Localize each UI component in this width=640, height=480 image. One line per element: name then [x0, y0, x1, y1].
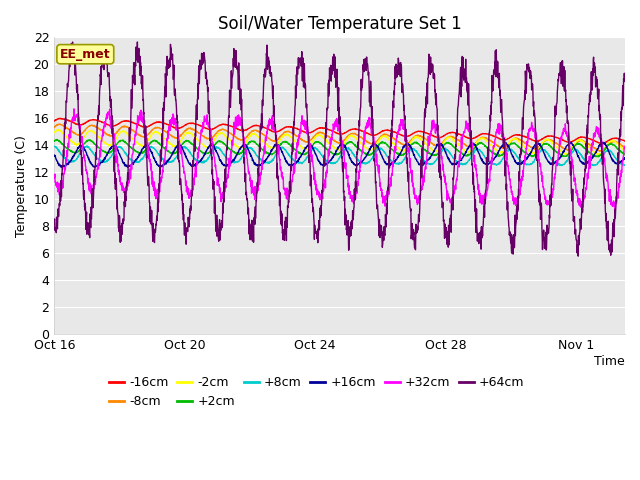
+32cm	[621, 143, 629, 149]
Legend: -16cm, -8cm, -2cm, +2cm, +8cm, +16cm, +32cm, +64cm: -16cm, -8cm, -2cm, +2cm, +8cm, +16cm, +3…	[109, 376, 524, 408]
-16cm	[56, 116, 64, 121]
-8cm	[605, 141, 613, 147]
-2cm	[605, 139, 612, 145]
-16cm	[51, 118, 58, 124]
+16cm	[51, 152, 58, 158]
+2cm	[605, 142, 613, 147]
+64cm	[500, 144, 508, 150]
+16cm	[91, 164, 99, 170]
-2cm	[621, 148, 629, 154]
Line: -2cm: -2cm	[54, 130, 625, 155]
-8cm	[328, 136, 336, 142]
+8cm	[84, 143, 92, 149]
-8cm	[621, 145, 629, 151]
+64cm	[621, 74, 629, 80]
-16cm	[328, 128, 336, 134]
+8cm	[313, 146, 321, 152]
+32cm	[313, 192, 321, 198]
+32cm	[51, 176, 58, 181]
+16cm	[605, 149, 613, 155]
-8cm	[596, 148, 604, 154]
+16cm	[568, 139, 575, 145]
-8cm	[51, 125, 58, 131]
+2cm	[621, 152, 629, 157]
+64cm	[574, 253, 582, 259]
-2cm	[51, 130, 58, 135]
+8cm	[51, 144, 58, 149]
+2cm	[500, 151, 508, 156]
-8cm	[80, 129, 88, 134]
Line: +64cm: +64cm	[54, 42, 625, 256]
Line: +32cm: +32cm	[54, 109, 625, 211]
+32cm	[605, 188, 612, 194]
Line: +8cm: +8cm	[54, 146, 625, 166]
Title: Soil/Water Temperature Set 1: Soil/Water Temperature Set 1	[218, 15, 461, 33]
+8cm	[605, 147, 612, 153]
+32cm	[605, 188, 612, 193]
-2cm	[313, 133, 321, 139]
+16cm	[313, 154, 321, 160]
+32cm	[70, 106, 78, 112]
+64cm	[79, 192, 87, 198]
-2cm	[605, 140, 613, 145]
+2cm	[328, 150, 336, 156]
+64cm	[328, 72, 336, 77]
+64cm	[605, 247, 613, 252]
+64cm	[313, 236, 321, 241]
+2cm	[595, 154, 602, 160]
-16cm	[313, 126, 321, 132]
+2cm	[80, 141, 88, 147]
+32cm	[328, 132, 336, 137]
-16cm	[605, 138, 612, 144]
Text: EE_met: EE_met	[60, 48, 111, 61]
+2cm	[313, 139, 321, 144]
-16cm	[605, 137, 613, 143]
-16cm	[80, 120, 88, 126]
Line: +16cm: +16cm	[54, 142, 625, 167]
-16cm	[598, 141, 605, 146]
-2cm	[55, 127, 63, 132]
-16cm	[500, 137, 508, 143]
+32cm	[611, 208, 619, 214]
-8cm	[500, 145, 508, 151]
+8cm	[605, 148, 613, 154]
Text: Time: Time	[595, 355, 625, 368]
+2cm	[53, 137, 61, 143]
+16cm	[621, 156, 629, 161]
+16cm	[605, 148, 612, 154]
-8cm	[313, 131, 321, 136]
Line: -16cm: -16cm	[54, 119, 625, 144]
-8cm	[56, 121, 63, 127]
-16cm	[621, 138, 629, 144]
Line: +2cm: +2cm	[54, 140, 625, 157]
+32cm	[80, 155, 88, 161]
+8cm	[558, 163, 566, 168]
+2cm	[51, 138, 58, 144]
Line: -8cm: -8cm	[54, 124, 625, 151]
+8cm	[500, 154, 508, 160]
-2cm	[328, 144, 336, 149]
+64cm	[134, 39, 141, 45]
+16cm	[79, 144, 87, 150]
+16cm	[500, 141, 508, 146]
-2cm	[80, 134, 88, 140]
+8cm	[328, 160, 336, 166]
-8cm	[605, 142, 612, 147]
Y-axis label: Temperature (C): Temperature (C)	[15, 135, 28, 237]
+2cm	[605, 143, 612, 148]
+16cm	[328, 155, 336, 161]
-2cm	[595, 152, 603, 157]
+64cm	[51, 218, 58, 224]
-2cm	[500, 148, 508, 154]
+8cm	[79, 146, 87, 152]
+8cm	[621, 162, 629, 168]
+32cm	[500, 139, 508, 145]
+64cm	[605, 244, 612, 250]
